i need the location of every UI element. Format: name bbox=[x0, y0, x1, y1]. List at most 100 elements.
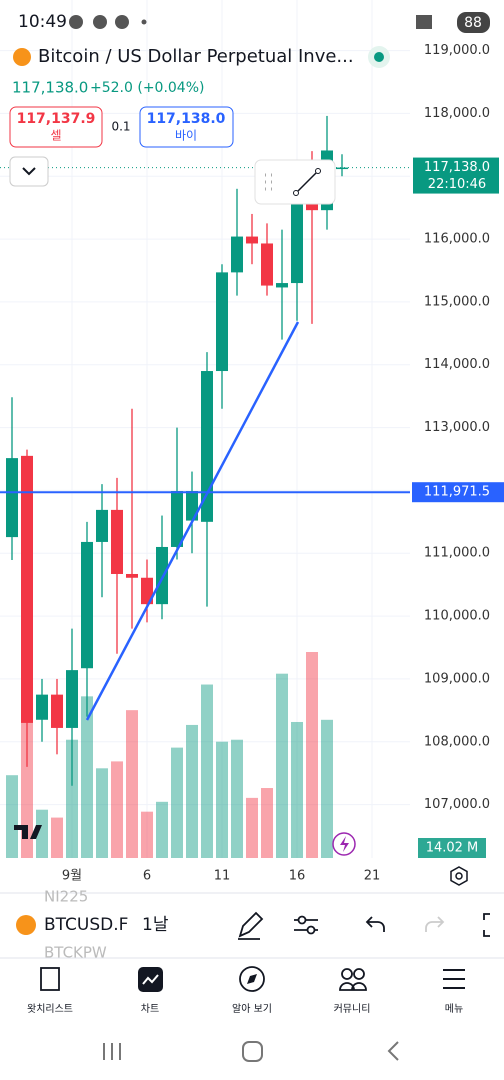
drawing-popup[interactable] bbox=[254, 159, 336, 205]
last-price-box bbox=[413, 157, 499, 194]
candle-body bbox=[111, 509, 123, 574]
sell-price: 117,137.9 bbox=[17, 111, 96, 127]
candle-body bbox=[156, 546, 168, 605]
line-tool-icon[interactable] bbox=[295, 170, 319, 194]
spread: 0.1 bbox=[111, 120, 130, 134]
indicators-icon bbox=[297, 915, 307, 925]
trend-line[interactable] bbox=[85, 321, 300, 721]
status-time: 10:49 bbox=[18, 12, 67, 32]
price-change: +52.0 (+0.04%) bbox=[90, 80, 204, 96]
fullscreen-icon[interactable] bbox=[483, 913, 490, 937]
candle-body bbox=[276, 283, 288, 288]
volume-bar bbox=[141, 811, 153, 858]
battery bbox=[457, 12, 490, 33]
volume-bar bbox=[291, 721, 303, 858]
candle-body bbox=[246, 236, 258, 244]
home-button[interactable] bbox=[242, 1041, 263, 1062]
candle-body bbox=[216, 272, 228, 372]
nav-label[interactable]: 왓치리스트 bbox=[27, 1003, 73, 1015]
toolbar-symbol[interactable]: BTCUSD.F bbox=[44, 915, 128, 935]
draw-icon[interactable] bbox=[238, 911, 264, 940]
nav-label[interactable]: 메뉴 bbox=[445, 1003, 463, 1015]
nav-label[interactable]: 알아 보기 bbox=[232, 1003, 272, 1015]
signal-icon bbox=[416, 15, 432, 29]
collapse-button[interactable] bbox=[9, 156, 49, 187]
buy-button[interactable] bbox=[139, 106, 234, 148]
y-tick-label: 119,000.0 bbox=[424, 43, 490, 58]
y-tick-label: 109,000.0 bbox=[424, 671, 490, 686]
volume-bar bbox=[36, 809, 48, 858]
volume-bar bbox=[51, 817, 63, 858]
volume-bar bbox=[96, 768, 108, 858]
menu-icon[interactable] bbox=[443, 969, 465, 989]
x-tick-label: 21 bbox=[364, 869, 381, 884]
community-icon bbox=[353, 968, 365, 980]
candle-body bbox=[6, 458, 18, 538]
sell-button[interactable] bbox=[9, 106, 103, 148]
line-tool-icon bbox=[293, 190, 299, 196]
volume-bar bbox=[261, 788, 273, 858]
chart-area: 107,000.0 108,000.0 109,000.0 110,000.0 111,… bbox=[0, 0, 504, 884]
explore-icon[interactable] bbox=[239, 966, 265, 992]
y-tick-label: 114,000.0 bbox=[424, 357, 490, 372]
drag-handle bbox=[265, 173, 272, 191]
candle-body bbox=[336, 167, 348, 170]
x-tick-label: 6 bbox=[143, 869, 151, 884]
battery-level: 88 bbox=[464, 15, 482, 31]
y-tick-label: 107,000.0 bbox=[424, 797, 490, 812]
status-icon bbox=[141, 19, 147, 25]
candle-body bbox=[201, 371, 213, 522]
candle-body bbox=[66, 670, 78, 728]
x-tick-label: 16 bbox=[289, 869, 306, 884]
y-tick-label: 110,000.0 bbox=[424, 609, 490, 624]
indicators-icon bbox=[306, 925, 316, 935]
volume-bar bbox=[111, 761, 123, 858]
chevron-icon bbox=[22, 167, 36, 176]
undo-icon[interactable] bbox=[365, 916, 385, 932]
settings-icon bbox=[455, 872, 463, 880]
coin-icon bbox=[13, 48, 31, 66]
volume-bar bbox=[81, 696, 93, 858]
candle-body bbox=[261, 243, 273, 286]
settings-icon[interactable] bbox=[450, 866, 468, 886]
volume-bar bbox=[306, 652, 318, 858]
coin-icon bbox=[16, 915, 36, 935]
buy-label: 바이 bbox=[175, 129, 197, 143]
candle-body bbox=[141, 577, 153, 605]
toolbar-interval[interactable]: 1날 bbox=[142, 915, 169, 935]
candle-body bbox=[186, 491, 198, 521]
y-tick-label: 113,000.0 bbox=[424, 420, 490, 435]
candle-body bbox=[291, 180, 303, 284]
volume-bar bbox=[216, 741, 228, 858]
market-status-dot bbox=[374, 52, 384, 62]
candle-body bbox=[21, 455, 33, 723]
y-tick-label: 108,000.0 bbox=[424, 734, 490, 749]
chart-icon bbox=[142, 974, 159, 985]
candle-body bbox=[51, 694, 63, 728]
buy-price: 117,138.0 bbox=[147, 111, 226, 127]
candle-body bbox=[171, 491, 183, 547]
ghost-symbol: NI225 bbox=[44, 888, 88, 906]
volume-bar bbox=[201, 684, 213, 858]
nav-label[interactable]: 차트 bbox=[141, 1003, 159, 1015]
ghost-symbol: BTCKPW bbox=[44, 944, 107, 962]
volume-bar bbox=[126, 710, 138, 858]
volume-bar bbox=[6, 775, 18, 858]
last-price: 117,138.0 bbox=[12, 79, 88, 97]
volume-bar bbox=[231, 739, 243, 858]
volume-bar bbox=[66, 739, 78, 858]
redo-icon bbox=[425, 916, 445, 932]
community-icon[interactable] bbox=[341, 968, 353, 980]
explore-icon bbox=[247, 974, 257, 984]
y-tick-label: 115,000.0 bbox=[424, 294, 490, 309]
symbol-title[interactable]: Bitcoin / US Dollar Perpetual Inve... bbox=[38, 46, 354, 67]
recents-button[interactable] bbox=[103, 1043, 121, 1060]
candle-body bbox=[126, 573, 138, 578]
y-tick-label: 111,000.0 bbox=[424, 546, 490, 561]
volume-bar bbox=[156, 801, 168, 858]
watchlist-icon[interactable] bbox=[40, 967, 60, 991]
nav-label[interactable]: 커뮤니티 bbox=[334, 1003, 371, 1015]
candle-body bbox=[231, 236, 243, 273]
back-button[interactable] bbox=[387, 1041, 399, 1061]
